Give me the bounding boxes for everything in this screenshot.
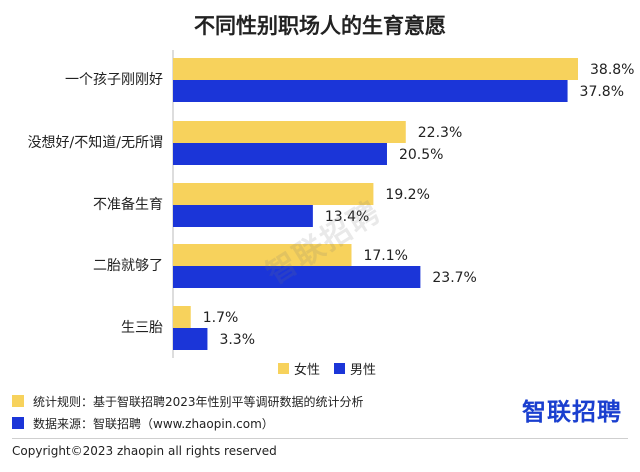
data-label: 19.2% [385,187,429,203]
category-label: 不准备生育 [93,196,163,213]
bar-female [173,183,374,205]
bar-female [173,121,406,143]
bar-chart: 一个孩子刚刚好 38.8% 37.8% 没想好/不知道/无所谓 22.3% 20.5% 不准… [28,50,634,378]
bar-female [173,58,578,80]
data-label: 23.7% [432,270,476,286]
bar-male [173,266,421,288]
data-label: 17.1% [363,248,407,264]
data-label: 3.3% [219,332,255,348]
data-label: 37.8% [580,84,624,100]
bar-male [173,80,568,102]
category-label: 生三胎 [121,320,163,336]
data-label: 38.8% [590,62,634,78]
bar-male [173,143,387,165]
note-source: 数据来源：智联招聘（www.zhaopin.com） [12,414,274,432]
category-label: 二胎就够了 [93,258,163,274]
note-source-swatch [12,417,24,429]
category-label: 没想好/不知道/无所谓 [28,134,163,151]
legend-label-female: 女性 [294,362,320,378]
legend-swatch-female [278,363,289,374]
bar-male [173,205,313,227]
copyright-text: Copyright©2023 zhaopin all rights reserv… [12,444,277,458]
brand-logo: 智联招聘 [522,398,622,426]
note-source-text: 数据来源：智联招聘（www.zhaopin.com） [33,416,274,431]
category-label: 一个孩子刚刚好 [65,72,163,88]
legend-swatch-male [334,363,345,374]
data-label: 20.5% [399,147,443,163]
bar-male [173,328,208,350]
note-rule-text: 统计规则：基于智联招聘2023年性别平等调研数据的统计分析 [33,394,364,409]
data-label: 1.7% [203,310,239,326]
data-label: 13.4% [325,209,369,225]
note-rule: 统计规则：基于智联招聘2023年性别平等调研数据的统计分析 [12,392,364,410]
bar-female [173,306,191,328]
footer-notes: 统计规则：基于智联招聘2023年性别平等调研数据的统计分析 数据来源：智联招聘（… [12,386,628,434]
note-rule-swatch [12,395,24,407]
footer-divider [12,438,628,439]
chart-title: 不同性别职场人的生育意愿 [194,14,446,38]
data-label: 22.3% [418,125,462,141]
legend-label-male: 男性 [350,363,376,378]
bar-female [173,244,352,266]
